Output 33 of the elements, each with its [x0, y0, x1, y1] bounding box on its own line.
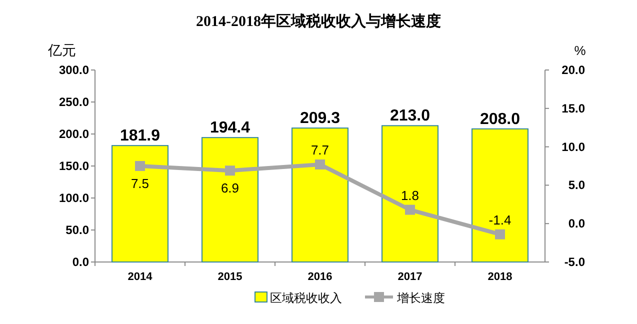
legend: 区域税收收入 — [270, 291, 342, 305]
label: 6.9 — [220, 180, 240, 196]
label: 194.4 — [210, 120, 250, 137]
label: 213.0 — [390, 108, 430, 125]
label: 1.8 — [400, 188, 420, 203]
y2tick: -5.0 — [564, 255, 585, 269]
label: 7.7 — [310, 142, 330, 158]
label: 209.3 — [300, 110, 340, 128]
label: -1.4 — [488, 212, 512, 228]
y2tick: 0.0 — [568, 216, 585, 231]
label: 181.9 — [120, 128, 160, 145]
ylabel: 亿元 — [48, 42, 76, 58]
y2tick: 5.0 — [568, 178, 585, 192]
y2tick: 20.0 — [562, 63, 585, 77]
xtick: 2018 — [488, 271, 512, 283]
ytick: 200.0 — [58, 127, 89, 141]
y2tick: 10.0 — [562, 140, 585, 154]
y2label: % — [574, 43, 586, 58]
legend: 增长速度 — [397, 291, 445, 305]
label: 7.5 — [130, 176, 150, 191]
ytick: 150.0 — [58, 159, 89, 173]
ytick: 50.0 — [66, 223, 89, 237]
ytick: 0.0 — [72, 255, 89, 269]
ytick: 250.0 — [58, 95, 89, 109]
ytick: 100.0 — [58, 191, 89, 205]
ytick: 300.0 — [58, 63, 89, 77]
xtick: 2014 — [128, 271, 152, 283]
title: 2014-2018年区域税收收入与增长速度 — [196, 14, 441, 30]
y2tick: 15.0 — [562, 101, 585, 116]
xtick: 2015 — [218, 271, 242, 283]
xtick: 2016 — [308, 271, 332, 283]
label: 208.0 — [480, 110, 520, 128]
xtick: 2017 — [398, 271, 422, 283]
